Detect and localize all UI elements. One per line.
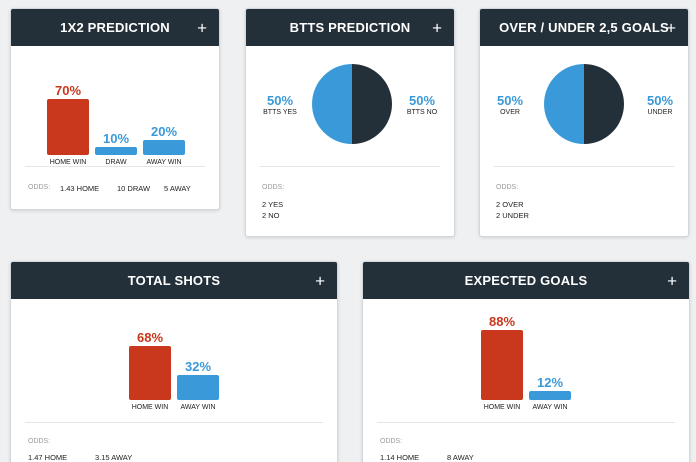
bar-value: 32% [184, 359, 212, 374]
odds-home: 1.43 HOME [60, 184, 100, 193]
card-title: BTTS PREDICTION [289, 20, 411, 35]
bar-value: 68% [136, 330, 164, 345]
card-header: BTTS PREDICTION + [246, 9, 454, 46]
odds-label: ODDS: [28, 184, 51, 191]
divider [377, 422, 675, 423]
odds-under: 2 UNDER [496, 211, 529, 220]
card-header: OVER / UNDER 2,5 GOALS + [480, 9, 688, 46]
pie-value-yes: 50% [266, 93, 294, 108]
pie-legend-left: 50% OVER [488, 93, 532, 116]
bar-chart-xg: 88% HOME WIN 12% AWAY WIN [363, 299, 689, 411]
pie-value-over: 50% [496, 93, 524, 108]
bar-away-win: 32% AWAY WIN [177, 359, 219, 411]
card-btts-prediction: BTTS PREDICTION + 50% BTTS YES 50% BTTS … [245, 8, 455, 237]
odds-no: 2 NO [262, 211, 280, 220]
card-over-under: OVER / UNDER 2,5 GOALS + 50% OVER 50% UN… [479, 8, 689, 237]
odds-away: 8 AWAY [447, 453, 474, 462]
odds-home: 1.14 HOME [380, 453, 420, 462]
odds-away: 3.15 AWAY [95, 453, 133, 462]
card-title: 1X2 PREDICTION [60, 20, 170, 35]
bar-rect [47, 99, 89, 155]
card-title: EXPECTED GOALS [464, 273, 588, 288]
expand-plus-icon[interactable]: + [667, 271, 677, 290]
bar-home-win: 88% HOME WIN [481, 314, 523, 411]
card-title: OVER / UNDER 2,5 GOALS [499, 20, 669, 35]
card-title: TOTAL SHOTS [127, 273, 221, 288]
bar-rect [481, 330, 523, 400]
expand-plus-icon[interactable]: + [666, 18, 676, 37]
pie-slice-btts-yes [312, 64, 352, 144]
bar-label: AWAY WIN [180, 404, 216, 411]
bar-rect [177, 375, 219, 400]
expand-plus-icon[interactable]: + [432, 18, 442, 37]
divider [494, 166, 674, 167]
bar-away-win: 20% AWAY WIN [143, 124, 185, 166]
card-header: 1X2 PREDICTION + [11, 9, 219, 46]
odds-home: 1.47 HOME [28, 453, 68, 462]
odds-over: 2 OVER [496, 200, 524, 209]
bar-value: 70% [54, 83, 82, 98]
bar-chart-1x2: 70% HOME WIN 10% DRAW 20% AWAY WIN [11, 46, 219, 166]
card-header: EXPECTED GOALS + [363, 262, 689, 299]
bar-rect [95, 147, 137, 155]
card-expected-goals: EXPECTED GOALS + 88% HOME WIN 12% AWAY W… [362, 261, 690, 462]
pie-slice-under [584, 64, 624, 144]
bar-rect [129, 346, 171, 400]
pie-slice-btts-no [352, 64, 392, 144]
bar-home-win: 70% HOME WIN [47, 83, 89, 166]
pie-legend-right: 50% UNDER [638, 93, 682, 116]
expand-plus-icon[interactable]: + [315, 271, 325, 290]
bar-value: 12% [536, 375, 564, 390]
bar-value: 20% [150, 124, 178, 139]
card-total-shots: TOTAL SHOTS + 68% HOME WIN 32% AWAY WIN … [10, 261, 338, 462]
divider [25, 422, 323, 423]
bar-value: 10% [102, 131, 130, 146]
card-header: TOTAL SHOTS + [11, 262, 337, 299]
pie-label-yes: BTTS YES [263, 109, 297, 116]
pie-value-under: 50% [646, 93, 674, 108]
bar-chart-shots: 68% HOME WIN 32% AWAY WIN [11, 299, 337, 411]
bar-value: 88% [488, 314, 516, 329]
bar-rect [529, 391, 571, 400]
pie-chart-over-under [544, 64, 624, 144]
odds-label: ODDS: [28, 438, 51, 445]
pie-value-no: 50% [408, 93, 436, 108]
bar-draw: 10% DRAW [95, 131, 137, 166]
bar-label: HOME WIN [483, 404, 521, 411]
odds-away: 5 AWAY [164, 184, 191, 193]
pie-slice-over [544, 64, 584, 144]
odds-draw: 10 DRAW [117, 184, 151, 193]
pie-legend-right: 50% BTTS NO [400, 93, 444, 116]
pie-legend-left: 50% BTTS YES [258, 93, 302, 116]
bar-label: HOME WIN [131, 404, 169, 411]
bar-label: HOME WIN [49, 159, 87, 166]
pie-label-under: UNDER [647, 109, 673, 116]
divider [260, 166, 440, 167]
bar-label: AWAY WIN [146, 159, 182, 166]
bar-home-win: 68% HOME WIN [129, 330, 171, 411]
bar-rect [143, 140, 185, 155]
odds-label: ODDS: [262, 184, 285, 191]
bar-away-win: 12% AWAY WIN [529, 375, 571, 411]
pie-chart-btts [312, 64, 392, 144]
odds-label: ODDS: [380, 438, 403, 445]
bar-label: AWAY WIN [532, 404, 568, 411]
odds-label: ODDS: [496, 184, 519, 191]
bar-label: DRAW [105, 159, 127, 166]
odds-yes: 2 YES [262, 200, 284, 209]
pie-label-over: OVER [500, 109, 520, 116]
card-1x2-prediction: 1X2 PREDICTION + 70% HOME WIN 10% DRAW 2… [10, 8, 220, 210]
divider [25, 166, 205, 167]
expand-plus-icon[interactable]: + [197, 18, 207, 37]
pie-label-no: BTTS NO [406, 109, 438, 116]
